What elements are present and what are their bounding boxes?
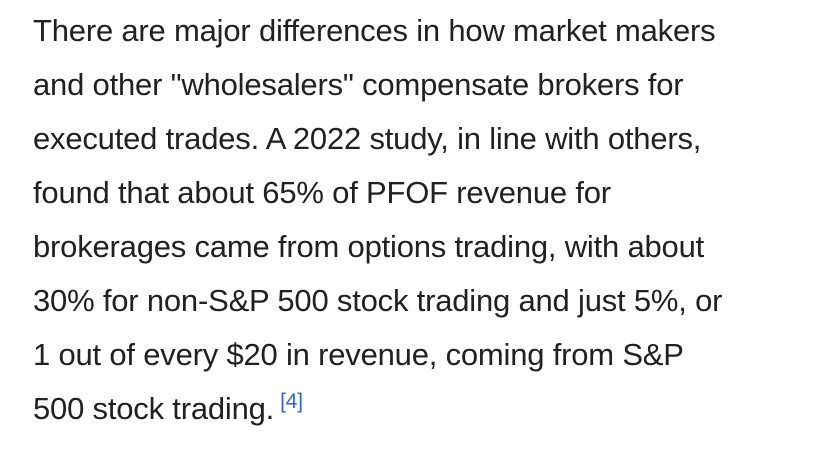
paragraph-line-2: and other "wholesalers" compensate broke… [33,67,684,102]
paragraph-line-1: There are major differences in how marke… [33,13,716,48]
paragraph-line-8-wrapper: 500 stock trading. [4] [33,382,823,436]
paragraph-line-4: found that about 65% of PFOF revenue for [33,175,611,210]
paragraph-line-5: brokerages came from options trading, wi… [33,229,705,264]
paragraph-line-3: executed trades. A 2022 study, in line w… [33,121,702,156]
article-paragraph: There are major differences in how marke… [33,4,823,436]
paragraph-line-6: 30% for non-S&P 500 stock trading and ju… [33,283,723,318]
citation-link[interactable]: [4] [280,389,303,413]
paragraph-line-7: 1 out of every $20 in revenue, coming fr… [33,337,684,372]
paragraph-line-8: 500 stock trading. [33,391,275,426]
